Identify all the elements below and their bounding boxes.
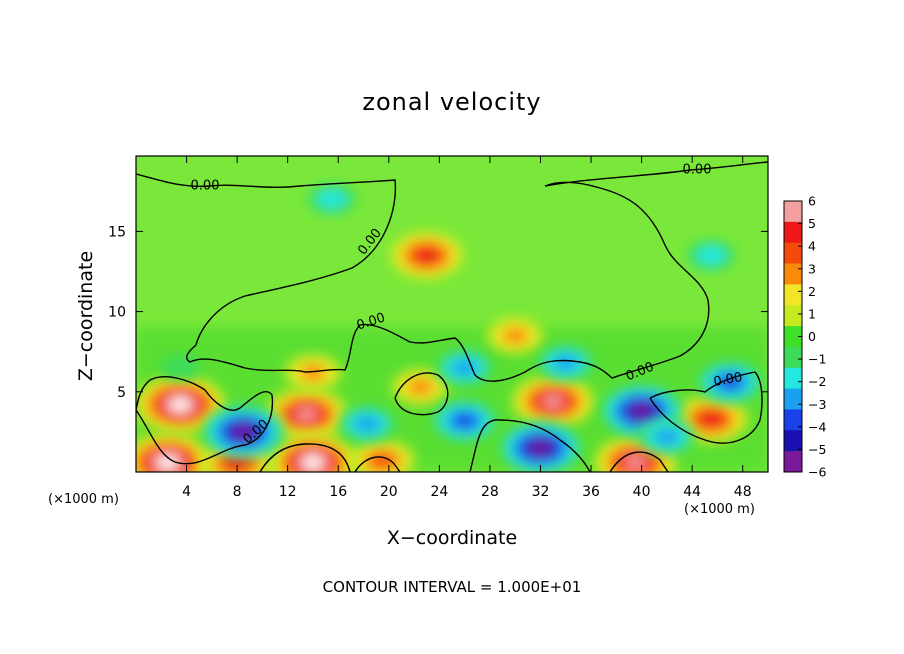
colorbar: 6 5 4 3 2 1 0 −1 −2 −3 −4 −5 −6 [783, 194, 826, 480]
colorbar-tick-label: −5 [808, 442, 826, 457]
x-tick-label: 24 [430, 484, 448, 500]
colorbar-tick-label: −4 [808, 419, 826, 434]
colorbar-swatch [784, 221, 802, 243]
colorbar-tick-label: 2 [808, 284, 816, 299]
colorbar-swatch [784, 409, 802, 431]
x-tick-label: 8 [233, 484, 242, 500]
plot-frame [135, 155, 769, 473]
colorbar-tick-label: 1 [808, 306, 816, 321]
field-feature [511, 374, 595, 429]
field-feature [307, 183, 357, 215]
contour-lines [136, 161, 768, 472]
x-unit-label-right: (×1000 m) [684, 502, 755, 517]
colorbar-tick-label: 4 [808, 239, 816, 254]
field-feature [265, 387, 348, 442]
contour-line-lower-mid [394, 372, 449, 416]
colorbar-swatch [784, 201, 802, 223]
x-tick-label: 28 [481, 484, 499, 500]
contour-line-lower-left [136, 376, 274, 465]
y-tick-label: 10 [108, 305, 126, 321]
chart-title: zonal velocity [362, 88, 542, 116]
colorbar-tick-label: 6 [808, 194, 816, 209]
contour-line-lower-right [649, 371, 763, 444]
colorbar-tick-label: −1 [808, 352, 826, 367]
field-feature [431, 399, 498, 442]
colorbar-tick-label: 5 [808, 216, 816, 231]
colorbar-tick-label: −6 [808, 465, 826, 480]
field-feature [638, 418, 696, 456]
colorbar-swatch [784, 305, 802, 327]
y-tick-label: 15 [108, 224, 126, 240]
y-tick-label: 5 [117, 385, 126, 401]
contour-label: 0.00 [712, 370, 743, 390]
x-unit-label-left: (×1000 m) [48, 492, 119, 507]
contour-label: 0.00 [683, 163, 712, 178]
colorbar-tick-label: 0 [808, 329, 816, 344]
field-feature [499, 421, 582, 472]
colorbar-swatch [784, 242, 802, 264]
colorbar-swatch [784, 263, 802, 285]
contour-label: 0.00 [191, 179, 220, 194]
heatmap-field [136, 156, 768, 472]
colorbar-swatch [784, 388, 802, 410]
x-tick-label: 40 [633, 484, 651, 500]
x-tick-label: 16 [329, 484, 347, 500]
field-feature [486, 317, 544, 355]
contour-interval-note: CONTOUR INTERVAL = 1.000E+01 [322, 578, 582, 596]
field-feature [391, 368, 449, 406]
colorbar-swatch [784, 346, 802, 369]
contour-line-upper [136, 161, 768, 382]
field-feature [202, 405, 285, 459]
colorbar-swatch [784, 284, 802, 306]
colorbar-swatch [784, 430, 802, 452]
x-tick-label: 4 [182, 484, 191, 500]
field-feature [284, 354, 342, 391]
colorbar-tick-label: 3 [808, 261, 816, 276]
x-tick-label: 20 [380, 484, 398, 500]
field-feature [537, 344, 595, 382]
field-feature [600, 384, 683, 438]
field-feature [349, 439, 416, 472]
colorbar-swatch [784, 367, 802, 389]
x-tick-label: 32 [532, 484, 550, 500]
field-feature [389, 231, 464, 280]
colorbar-swatch [784, 326, 802, 348]
colorbar-tick-label: −3 [808, 397, 826, 412]
field-feature [136, 375, 226, 435]
x-tick-label: 44 [683, 484, 701, 500]
contour-line-bottom [259, 419, 669, 472]
x-tick-label: 12 [279, 484, 297, 500]
field-feature [686, 239, 736, 272]
colorbar-tick-label: −2 [808, 374, 826, 389]
x-tick-label: 36 [582, 484, 600, 500]
colorbar-swatch [784, 451, 802, 473]
field-feature [697, 360, 763, 404]
x-tick-label: 48 [734, 484, 752, 500]
field-feature [338, 405, 396, 443]
x-axis-label: X−coordinate [386, 527, 518, 549]
